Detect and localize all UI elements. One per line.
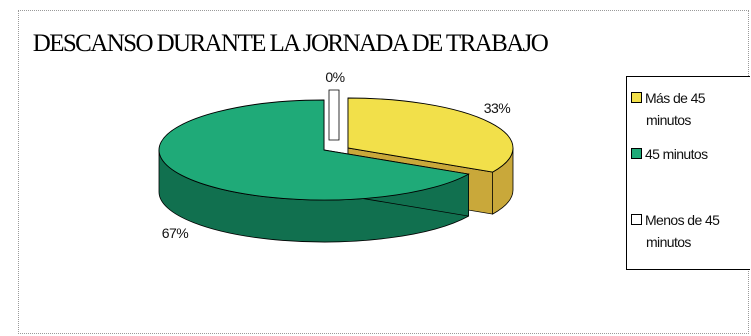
legend-label-menos-de-45: Menos de 45 — [645, 212, 720, 228]
pie-slice-menos-de-45 — [328, 89, 340, 141]
legend-item-45-minutos: 45 minutos — [631, 143, 749, 165]
legend-label-menos-de-45-line2: minutos — [646, 234, 691, 250]
legend-item-mas-de-45: Más de 45 minutos — [631, 87, 749, 131]
legend-item-menos-de-45: Menos de 45 minutos — [631, 209, 749, 253]
legend-label-45-minutos: 45 minutos — [645, 146, 708, 162]
legend-label-mas-de-45-line2: minutos — [646, 112, 691, 128]
data-label-45-minutos: 67% — [162, 225, 189, 241]
chart-title: DESCANSO DURANTE LA JORNADA DE TRABAJO — [32, 30, 549, 57]
data-label-menos-de-45: 0% — [325, 69, 344, 85]
chart-legend: Más de 45 minutos 45 minutos Menos de 45… — [626, 76, 750, 270]
data-label-mas-de-45: 33% — [484, 100, 511, 116]
pie-slice-mas-de-45 — [347, 97, 514, 173]
legend-swatch-menos-de-45 — [631, 214, 642, 225]
pie-slice-45-minutos — [158, 99, 470, 201]
legend-swatch-45-minutos — [631, 148, 642, 159]
legend-swatch-mas-de-45 — [631, 92, 642, 103]
legend-label-mas-de-45: Más de 45 — [645, 90, 706, 106]
